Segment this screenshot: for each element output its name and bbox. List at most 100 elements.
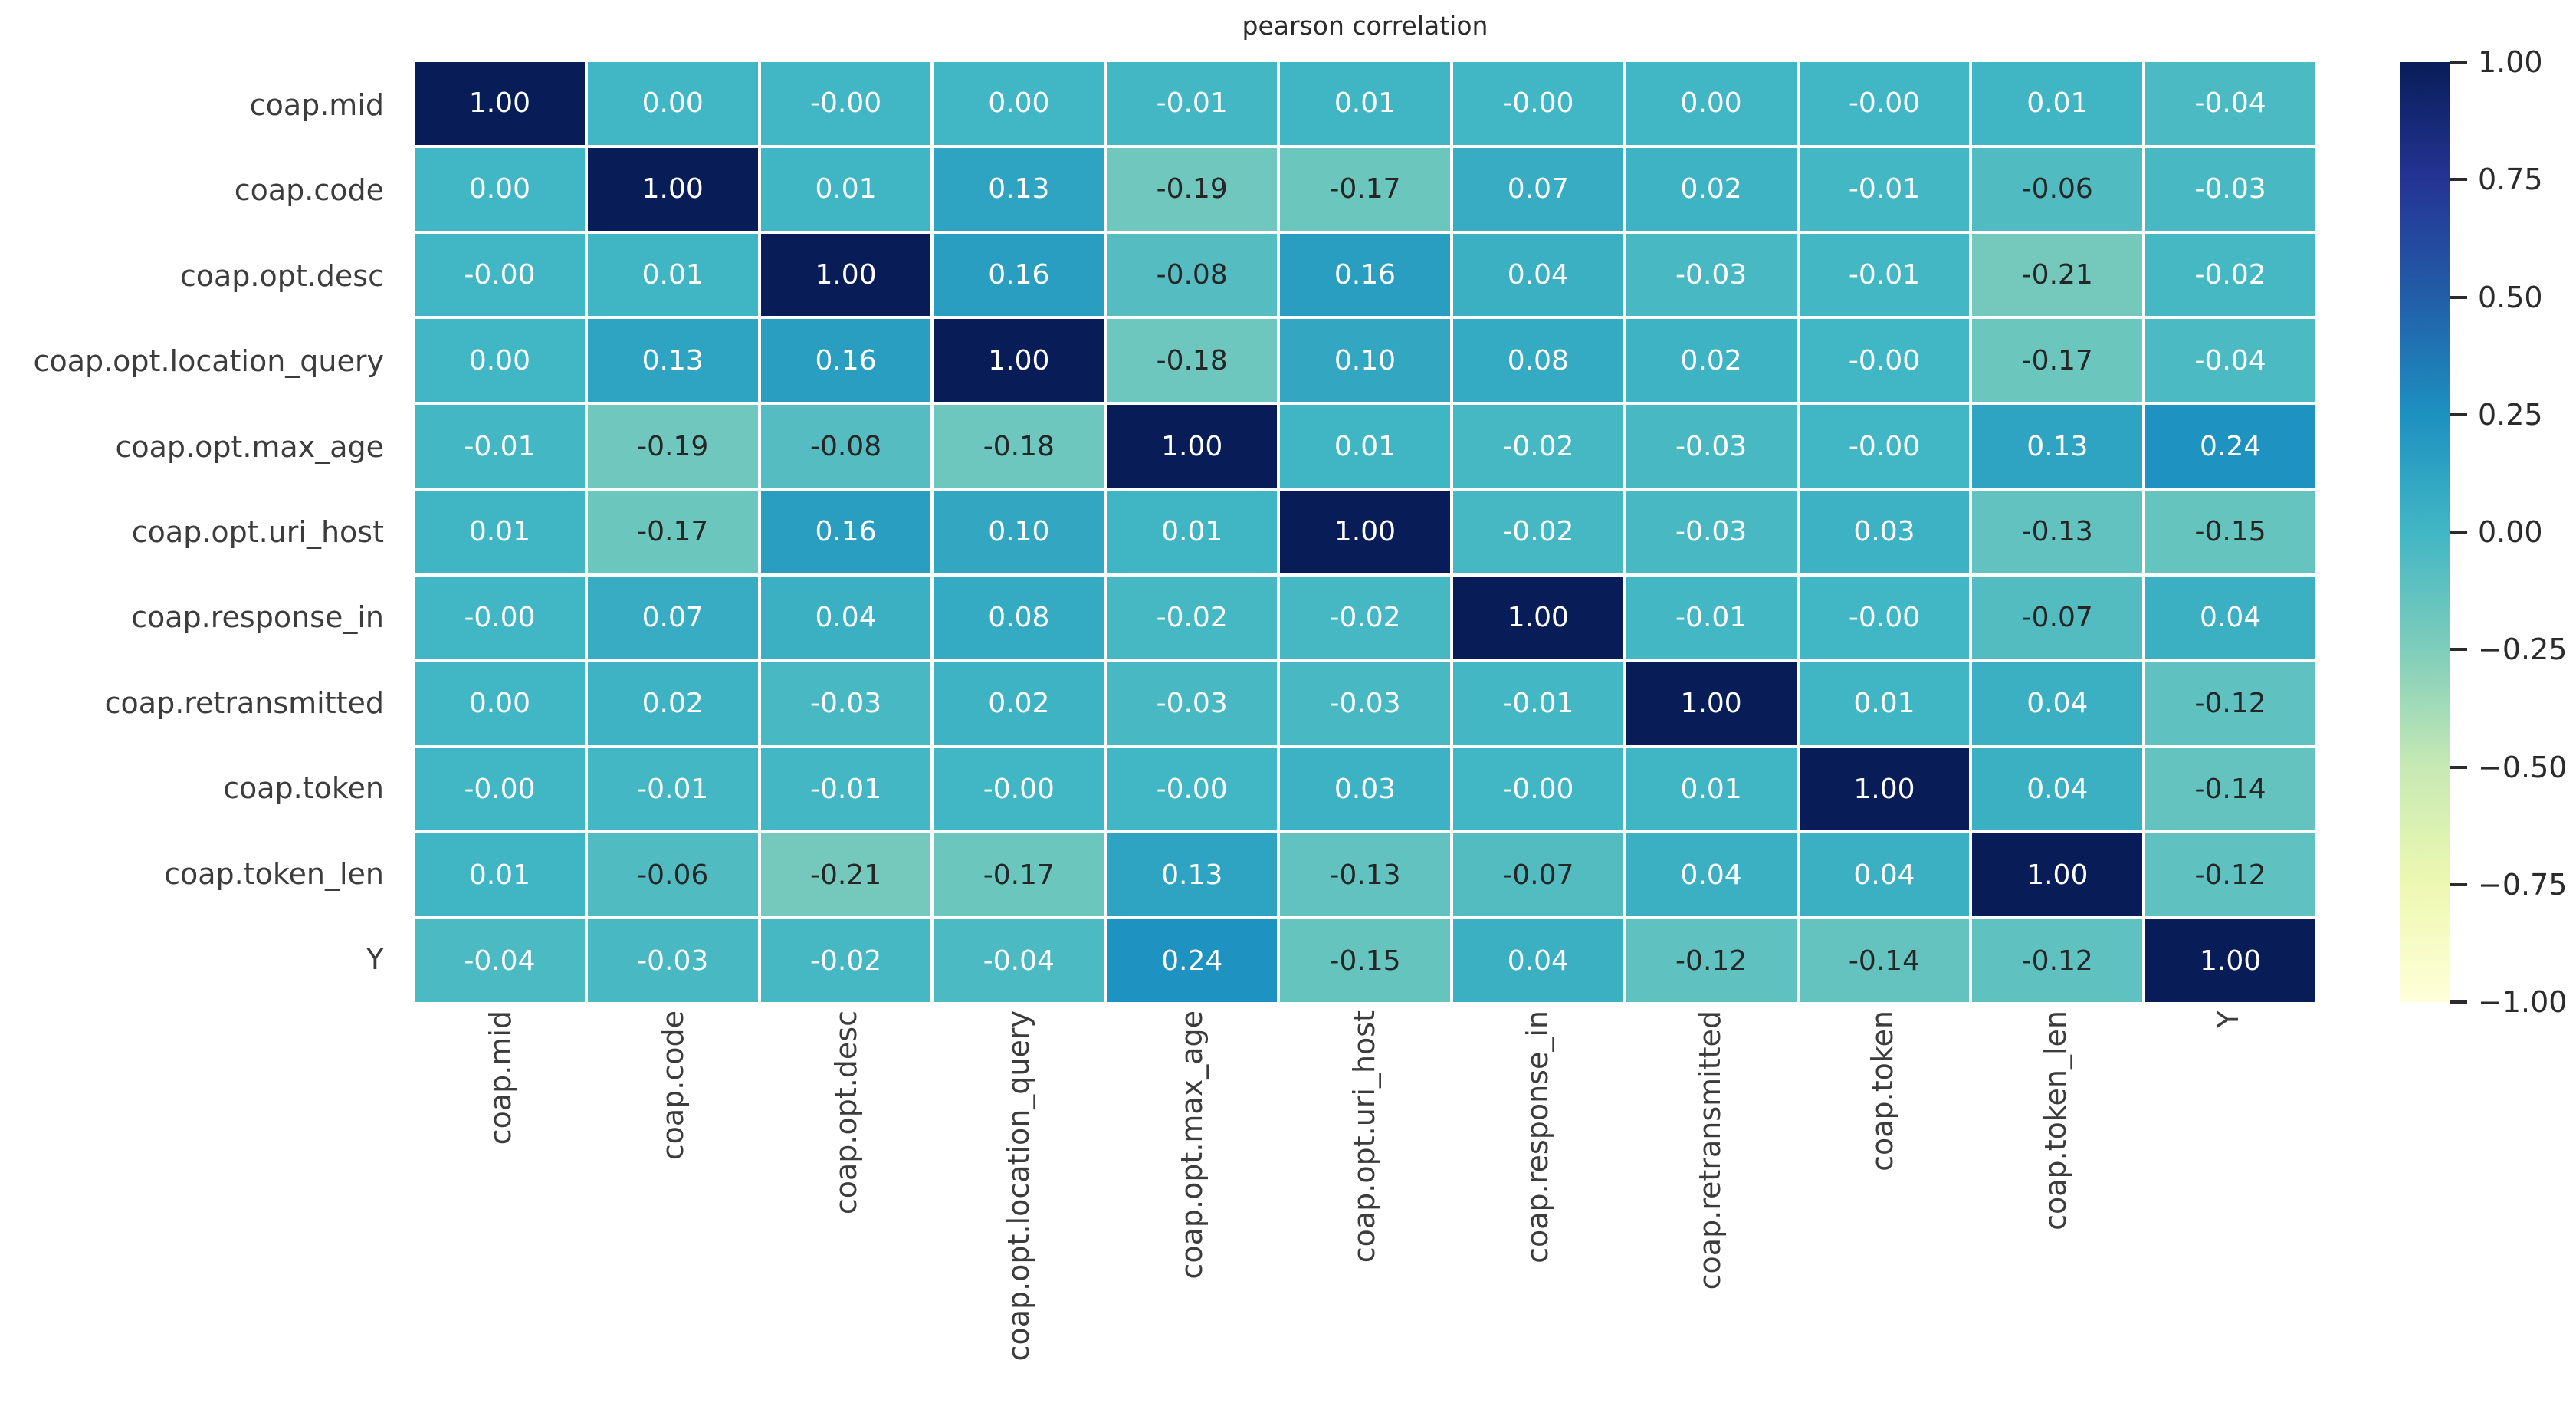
heatmap-cell: 0.07 xyxy=(1452,147,1623,231)
colorbar-tick: −0.75 xyxy=(2450,868,2567,902)
x-axis-label-text: coap.mid xyxy=(483,1010,517,1145)
colorbar-ticks: 1.00 0.75 0.50 0.25 0.00 −0.25 −0.50 −0.75 −1.00 xyxy=(2450,45,2576,1019)
colorbar-tick: −1.00 xyxy=(2450,985,2567,1019)
x-axis-label-text: coap.opt.location_query xyxy=(1002,1010,1036,1362)
heatmap-cell: 1.00 xyxy=(1626,662,1797,745)
heatmap-cell: 0.24 xyxy=(2145,405,2315,488)
heatmap-cell: -0.00 xyxy=(415,576,585,659)
x-axis-label-text: Y xyxy=(2211,1010,2246,1029)
heatmap-cell: 0.01 xyxy=(760,147,931,231)
heatmap-cell: 1.00 xyxy=(2145,919,2315,1002)
x-axis-label: coap.opt.max_age xyxy=(1106,1010,1278,1403)
heatmap-cell: 0.02 xyxy=(1626,147,1797,231)
heatmap-cell: -0.21 xyxy=(760,833,931,917)
heatmap-cell: -0.07 xyxy=(1972,576,2143,659)
heatmap-cell: -0.02 xyxy=(1280,576,1450,659)
x-axis-label-text: coap.opt.uri_host xyxy=(1347,1010,1382,1263)
colorbar-tick-mark xyxy=(2450,61,2467,64)
colorbar-tick-mark xyxy=(2450,295,2467,299)
x-axis-labels: coap.mid coap.code coap.opt.desc coap.opt.l… xyxy=(415,1010,2315,1403)
heatmap-cell: -0.03 xyxy=(1107,662,1278,745)
y-axis-label: coap.token xyxy=(223,771,384,806)
heatmap-cell: 1.00 xyxy=(1799,748,1970,831)
heatmap-cell: -0.06 xyxy=(587,833,758,917)
heatmap-cell: -0.19 xyxy=(1107,147,1278,231)
heatmap-cell: -0.00 xyxy=(1799,576,1970,659)
heatmap-cell: -0.01 xyxy=(587,748,758,831)
heatmap-cell: 0.07 xyxy=(587,576,758,659)
heatmap-cell: -0.12 xyxy=(2145,662,2315,745)
heatmap-cell: 0.01 xyxy=(415,833,585,917)
heatmap-cell: 0.13 xyxy=(587,319,758,402)
x-axis-label-text: coap.retransmitted xyxy=(1692,1010,1727,1290)
heatmap-cell: -0.08 xyxy=(1107,233,1278,317)
x-axis-label: coap.opt.location_query xyxy=(933,1010,1105,1403)
heatmap-cell: -0.14 xyxy=(1799,919,1970,1002)
y-axis-label: coap.opt.location_query xyxy=(33,344,384,379)
heatmap-cell: 0.02 xyxy=(934,662,1104,745)
x-axis-label: coap.mid xyxy=(415,1010,587,1403)
x-axis-label-text: coap.opt.desc xyxy=(829,1010,863,1215)
heatmap-cell: -0.19 xyxy=(587,405,758,488)
heatmap-cell: -0.01 xyxy=(1626,576,1797,659)
heatmap-cell: 0.04 xyxy=(1799,833,1970,917)
colorbar-tick-label: 0.50 xyxy=(2478,280,2543,314)
heatmap-cell: -0.12 xyxy=(1626,919,1797,1002)
x-axis-label: coap.opt.uri_host xyxy=(1278,1010,1451,1403)
heatmap-cell: -0.13 xyxy=(1972,491,2143,573)
heatmap-cell: -0.03 xyxy=(1626,233,1797,317)
colorbar-tick-mark xyxy=(2450,882,2467,886)
heatmap-cell: 0.16 xyxy=(760,319,931,402)
colorbar-tick: 0.50 xyxy=(2450,281,2543,314)
heatmap-cell: 0.04 xyxy=(2145,576,2315,659)
colorbar-tick: 0.75 xyxy=(2450,163,2543,196)
heatmap-cell: -0.03 xyxy=(1626,491,1797,573)
heatmap-cell: -0.03 xyxy=(1280,662,1450,745)
colorbar-tick-label: 1.00 xyxy=(2478,45,2543,79)
x-axis-label-text: coap.response_in xyxy=(1520,1010,1554,1263)
colorbar-gradient xyxy=(2400,62,2450,1002)
colorbar-tick-mark xyxy=(2450,178,2467,182)
heatmap-cell: 0.00 xyxy=(415,147,585,231)
heatmap-cell: -0.01 xyxy=(1799,233,1970,317)
y-axis-labels: coap.mid coap.code coap.opt.desc coap.opt.l… xyxy=(0,62,384,1002)
colorbar-tick: 1.00 xyxy=(2450,45,2543,79)
heatmap-cell: -0.03 xyxy=(2145,147,2315,231)
heatmap-cell: 0.01 xyxy=(1799,662,1970,745)
heatmap-cell: -0.00 xyxy=(1107,748,1278,831)
heatmap-cell: 0.01 xyxy=(1280,62,1450,145)
heatmap-cell: -0.06 xyxy=(1972,147,2143,231)
colorbar-tick-mark xyxy=(2450,648,2467,652)
heatmap-cell: -0.15 xyxy=(2145,491,2315,573)
heatmap-cell: -0.15 xyxy=(1280,919,1450,1002)
colorbar-tick-mark xyxy=(2450,531,2467,534)
colorbar-tick-mark xyxy=(2450,412,2467,416)
heatmap-cell: -0.03 xyxy=(760,662,931,745)
heatmap-cell: 0.16 xyxy=(934,233,1104,317)
x-axis-label-text: coap.code xyxy=(656,1010,691,1161)
colorbar-tick-mark xyxy=(2450,765,2467,769)
colorbar-tick-label: −1.00 xyxy=(2478,985,2568,1019)
heatmap-cell: -0.13 xyxy=(1280,833,1450,917)
heatmap-cell: -0.12 xyxy=(1972,919,2143,1002)
heatmap-cell: -0.01 xyxy=(1799,147,1970,231)
heatmap-cell: 0.10 xyxy=(934,491,1104,573)
y-axis-label: coap.opt.desc xyxy=(179,258,384,293)
colorbar-tick-label: 0.25 xyxy=(2478,397,2543,432)
colorbar-tick-mark xyxy=(2450,1001,2467,1004)
heatmap-cell: -0.04 xyxy=(415,919,585,1002)
heatmap-cell: 0.01 xyxy=(1280,405,1450,488)
heatmap-cell: 0.00 xyxy=(934,62,1104,145)
heatmap-cell: -0.02 xyxy=(1107,576,1278,659)
heatmap-cell: -0.00 xyxy=(934,748,1104,831)
heatmap-cell: -0.01 xyxy=(1452,662,1623,745)
x-axis-label-text: coap.token xyxy=(1866,1010,1900,1171)
y-axis-label: coap.token_len xyxy=(164,856,384,891)
heatmap-cell: 0.01 xyxy=(1107,491,1278,573)
heatmap-cell: 0.04 xyxy=(1972,748,2143,831)
heatmap-cell: 0.00 xyxy=(415,319,585,402)
heatmap-cell: 0.03 xyxy=(1799,491,1970,573)
heatmap-cell: -0.00 xyxy=(1799,319,1970,402)
heatmap-cell: -0.07 xyxy=(1452,833,1623,917)
heatmap-cell: 1.00 xyxy=(415,62,585,145)
